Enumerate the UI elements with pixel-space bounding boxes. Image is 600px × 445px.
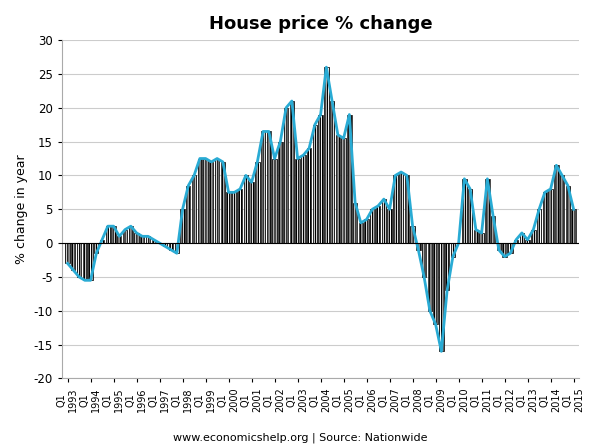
Bar xyxy=(232,192,236,243)
Bar xyxy=(537,209,541,243)
Bar xyxy=(462,179,467,243)
Bar xyxy=(330,101,334,243)
Bar xyxy=(531,230,536,243)
Bar xyxy=(134,233,139,243)
Bar xyxy=(295,158,300,243)
Bar xyxy=(341,138,346,243)
Bar xyxy=(353,202,357,243)
Bar xyxy=(388,209,392,243)
Bar xyxy=(307,148,311,243)
Bar xyxy=(175,243,179,253)
Bar xyxy=(474,230,478,243)
Bar xyxy=(261,131,265,243)
Bar xyxy=(428,243,432,311)
Bar xyxy=(560,175,564,243)
Bar xyxy=(94,243,98,253)
Bar xyxy=(468,189,472,243)
Bar xyxy=(445,243,449,291)
Bar xyxy=(399,172,403,243)
Bar xyxy=(566,186,570,243)
Bar xyxy=(83,243,87,280)
Bar xyxy=(433,243,438,324)
Bar xyxy=(255,162,260,243)
Bar xyxy=(364,219,369,243)
Bar xyxy=(209,162,214,243)
Bar xyxy=(128,226,133,243)
Bar xyxy=(290,101,294,243)
Bar xyxy=(100,240,104,243)
Bar xyxy=(244,175,248,243)
Bar xyxy=(71,243,76,270)
Bar xyxy=(203,158,208,243)
Bar xyxy=(215,158,219,243)
Bar xyxy=(112,226,116,243)
Bar xyxy=(169,243,173,250)
Bar xyxy=(117,236,121,243)
Bar xyxy=(404,175,409,243)
Bar xyxy=(106,226,110,243)
Bar xyxy=(416,243,421,250)
Bar xyxy=(347,114,352,243)
Bar xyxy=(301,155,305,243)
Bar xyxy=(548,189,553,243)
Bar xyxy=(491,216,495,243)
Bar xyxy=(140,236,145,243)
Bar xyxy=(272,158,277,243)
Bar xyxy=(335,135,340,243)
Bar xyxy=(250,182,254,243)
Bar xyxy=(497,243,501,250)
Bar xyxy=(226,192,231,243)
Bar xyxy=(370,209,374,243)
Bar xyxy=(221,162,225,243)
Bar xyxy=(554,165,559,243)
Bar xyxy=(186,186,190,243)
Bar xyxy=(485,179,490,243)
Bar xyxy=(146,236,150,243)
Bar xyxy=(319,114,323,243)
Bar xyxy=(479,233,484,243)
Bar xyxy=(571,209,576,243)
Bar xyxy=(266,131,271,243)
Bar xyxy=(123,230,127,243)
Bar xyxy=(382,199,386,243)
Bar xyxy=(238,189,242,243)
Bar xyxy=(192,175,196,243)
Bar xyxy=(284,108,288,243)
Bar xyxy=(163,243,167,247)
Bar xyxy=(422,243,426,277)
Bar xyxy=(152,240,156,243)
Bar xyxy=(197,158,202,243)
Bar xyxy=(514,240,518,243)
Bar xyxy=(359,223,363,243)
Bar xyxy=(393,175,398,243)
Bar xyxy=(410,226,415,243)
Bar xyxy=(88,243,93,280)
Text: www.economicshelp.org | Source: Nationwide: www.economicshelp.org | Source: Nationwi… xyxy=(173,433,427,443)
Bar xyxy=(502,243,507,257)
Title: House price % change: House price % change xyxy=(209,15,433,33)
Bar xyxy=(77,243,81,277)
Y-axis label: % change in year: % change in year xyxy=(15,154,28,264)
Bar xyxy=(543,192,547,243)
Bar xyxy=(181,209,185,243)
Bar xyxy=(439,243,443,352)
Bar xyxy=(278,142,283,243)
Bar xyxy=(376,206,380,243)
Bar xyxy=(451,243,455,257)
Bar xyxy=(520,233,524,243)
Bar xyxy=(313,125,317,243)
Bar xyxy=(526,240,530,243)
Bar xyxy=(65,243,70,263)
Bar xyxy=(324,67,329,243)
Bar xyxy=(508,243,512,253)
